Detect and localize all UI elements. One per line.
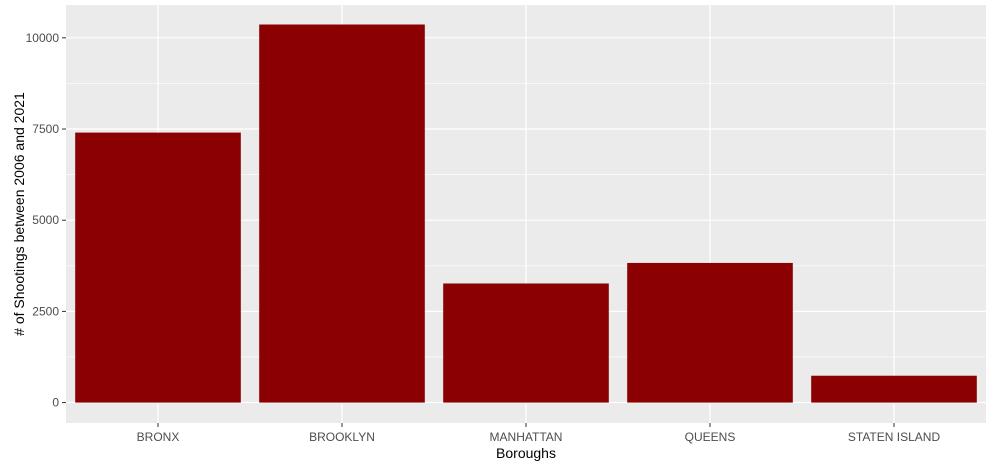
bar — [259, 24, 425, 403]
y-axis-title: # of Shootings between 2006 and 2021 — [11, 92, 27, 336]
x-tick-label: BROOKLYN — [309, 430, 375, 444]
x-tick-label: QUEENS — [685, 430, 736, 444]
x-tick-label: STATEN ISLAND — [848, 430, 941, 444]
x-tick-label: MANHATTAN — [490, 430, 563, 444]
x-axis-title: Boroughs — [496, 445, 556, 461]
x-axis-ticks: BRONX BROOKLYN MANHATTAN QUEENS STATEN ISLAN… — [137, 423, 941, 444]
x-tick-label: BRONX — [137, 430, 180, 444]
y-tick-label: 2500 — [32, 304, 59, 318]
y-axis-ticks: 0 2500 5000 7500 10000 — [26, 31, 66, 410]
y-tick-label: 7500 — [32, 122, 59, 136]
bars — [75, 24, 977, 403]
bar — [75, 132, 241, 403]
bar — [627, 262, 793, 403]
bar — [811, 375, 977, 403]
bar — [443, 283, 609, 403]
y-tick-label: 5000 — [32, 213, 59, 227]
y-tick-label: 10000 — [26, 31, 60, 45]
y-tick-label: 0 — [52, 396, 59, 410]
